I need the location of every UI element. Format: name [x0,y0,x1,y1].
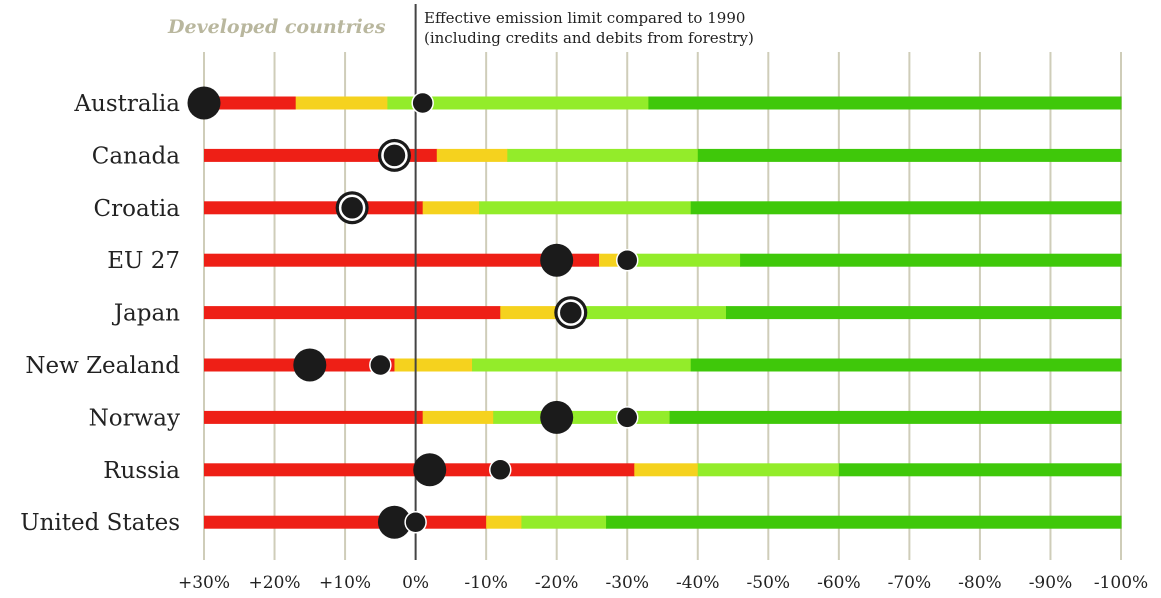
country-row [204,96,1122,110]
country-labels: Australia Canada Croatia EU 27 Japan New Zeal… [20,91,180,536]
x-tick-label: -10% [464,573,508,593]
bar-segment-yellow [422,410,494,424]
grid-lines [203,52,1122,560]
bar-segment-green [838,463,1122,477]
x-tick-label: 0% [402,573,429,593]
marker-large [377,505,411,539]
country-row [204,306,1122,320]
chart-title: Developed countries [168,16,386,38]
marker-small [489,458,512,482]
bar-segment-yellow [486,515,522,529]
bar-segment-yellow [295,96,388,110]
bar-segment-yellow [500,306,565,320]
x-tick-label: -20% [535,573,579,593]
x-tick-label: -70% [888,573,932,593]
bar-segment-red [204,306,501,320]
country-row [204,463,1122,477]
marker-small [369,353,392,377]
bar-segment-red [204,96,297,110]
x-tick-label: +10% [319,573,371,593]
bar-segment-yellow [599,253,621,267]
markers [187,86,639,539]
marker-small [411,91,434,115]
bar-segment-light-green [387,96,649,110]
bar-segment-yellow [634,463,699,477]
marker-large [540,400,574,434]
x-tick-label: -40% [676,573,720,593]
bar-segment-yellow [436,148,508,162]
country-label: Russia [103,458,180,484]
country-label: Norway [89,405,180,431]
marker-large [413,453,447,487]
country-label: United States [20,510,180,536]
marker-small [615,406,639,429]
x-axis-ticks: +30% +20% +10% 0% -10% -20% -30% -40% -50% -60% -7… [178,573,1148,593]
bar-segment-green [697,148,1122,162]
x-tick-label: -60% [817,573,861,593]
marker-small [615,248,639,272]
marker-ringed [335,191,369,225]
country-row [204,358,1122,372]
marker-ringed [377,138,411,172]
bar-segment-light-green [479,201,692,215]
bar-segment-red [204,515,487,529]
bar-segment-green [606,515,1122,529]
country-label: EU 27 [107,248,180,274]
bar-segment-red [204,201,424,215]
country-label: New Zealand [25,353,180,379]
bar-segment-light-green [521,515,607,529]
country-label: Japan [112,301,180,327]
bar-segment-yellow [422,201,480,215]
bar-segment-light-green [472,358,692,372]
bar-segment-light-green [507,148,699,162]
bar-segment-red [204,410,424,424]
marker-large [187,86,221,120]
subtitle-line-2: (including credits and debits from fores… [424,29,754,47]
bar-segment-green [725,306,1122,320]
bar-segment-green [740,253,1122,267]
country-label: Croatia [94,196,181,222]
marker-large [540,243,574,277]
country-label: Australia [73,91,180,117]
x-tick-label: -100% [1094,573,1148,593]
country-row [204,201,1122,215]
marker-large [293,348,327,382]
x-tick-label: +30% [178,573,230,593]
bar-segment-light-green [697,463,840,477]
country-row [204,515,1122,529]
bar-segment-green [669,410,1122,424]
x-tick-label: -90% [1029,573,1073,593]
bar-segment-red [204,253,600,267]
bar-segment-yellow [394,358,473,372]
chart-subtitle: Effective emission limit compared to 199… [424,8,754,48]
bar-segment-light-green [493,410,671,424]
subtitle-line-1: Effective emission limit compared to 199… [424,9,746,27]
x-tick-label: -50% [747,573,791,593]
country-row [204,253,1122,267]
x-tick-label: -80% [958,573,1002,593]
country-row [204,148,1122,162]
marker-small [404,510,427,534]
x-tick-label: +20% [249,573,301,593]
bar-segment-green [690,358,1122,372]
bar-segment-green [648,96,1122,110]
bar-segment-light-green [620,253,741,267]
bar-segment-green [690,201,1122,215]
bar-segment-light-green [563,306,727,320]
country-bars [204,96,1122,529]
marker-ringed [554,296,588,330]
country-row [204,410,1122,424]
country-label: Canada [92,143,181,169]
x-tick-label: -30% [605,573,649,593]
